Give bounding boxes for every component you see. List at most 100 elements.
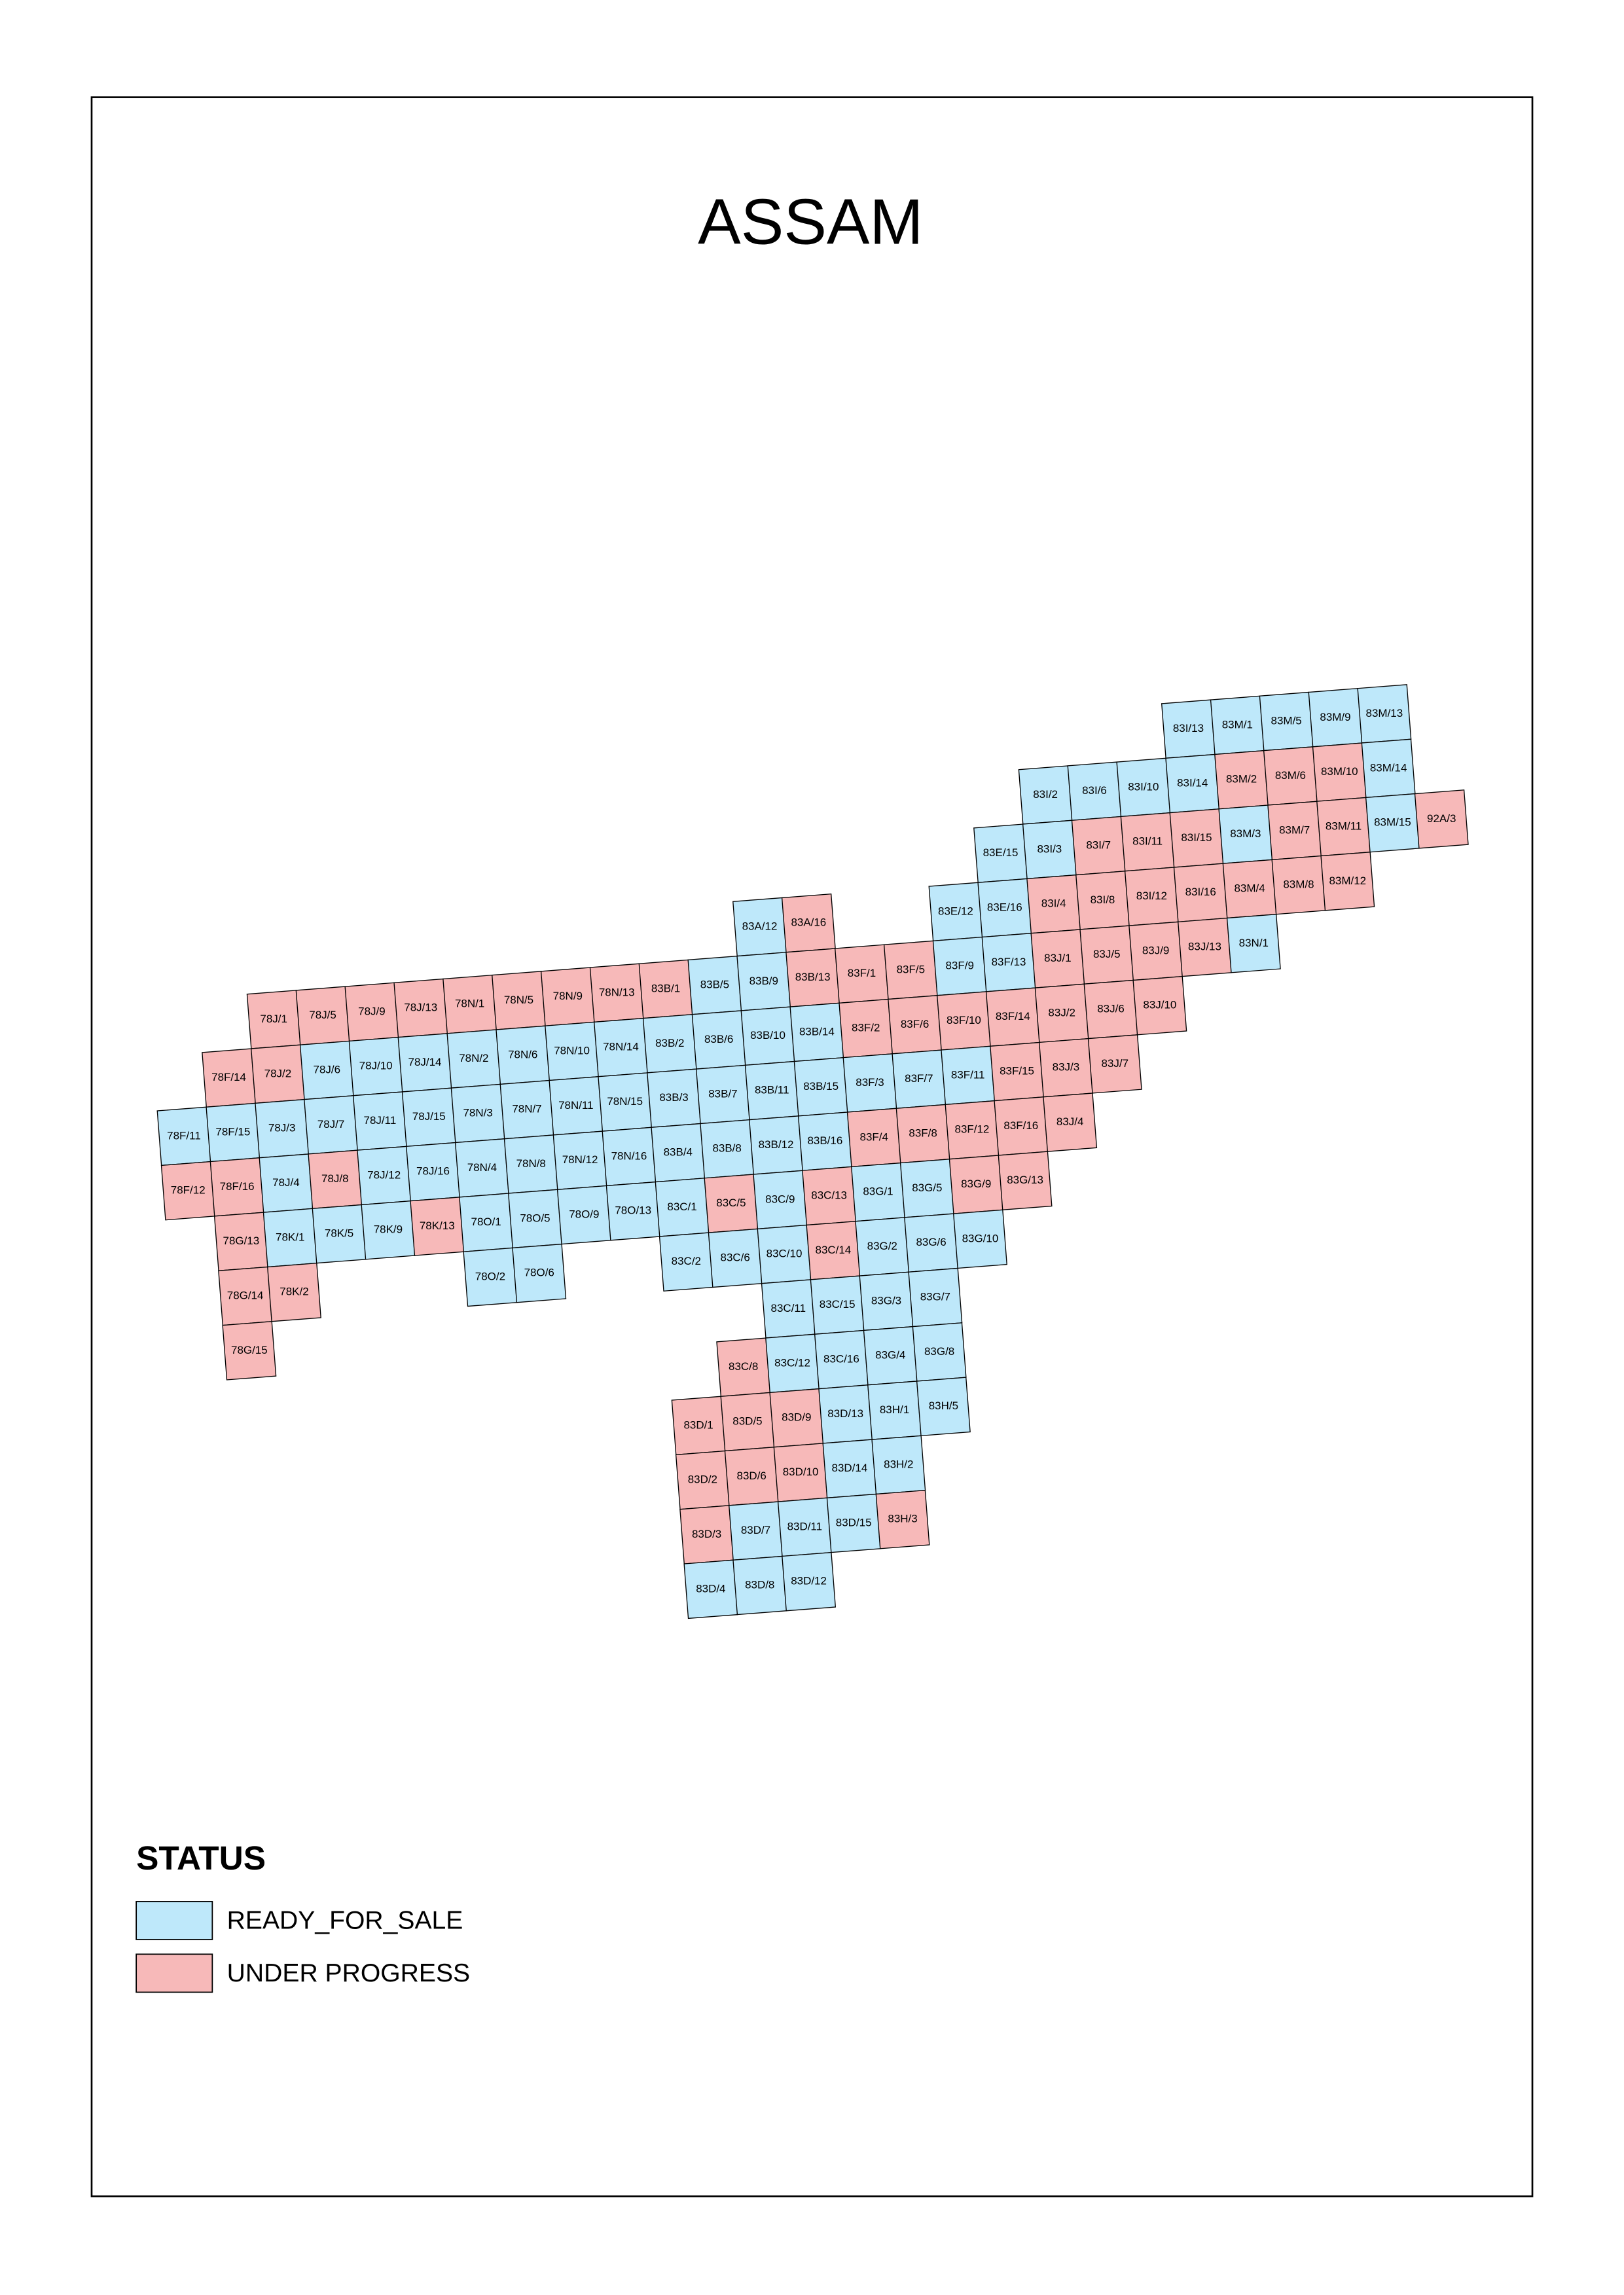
tile-labels: 83I/13 83M/1 83M/5 83M/9 83M/13 83I/2 83I/6 83I… [167, 707, 1456, 1595]
tile-label: 78K/1 [276, 1231, 304, 1243]
tile-label: 83C/9 [765, 1193, 795, 1205]
tile-label: 83B/12 [759, 1138, 794, 1151]
tile-label: 83J/3 [1053, 1061, 1080, 1074]
tile-label: 78F/12 [171, 1184, 206, 1197]
tile-label: 78J/3 [268, 1122, 296, 1134]
tile-label: 83D/15 [836, 1517, 872, 1529]
tile-label: 78F/16 [220, 1180, 255, 1193]
tile-label: 78O/2 [475, 1270, 505, 1282]
tile-label: 83H/1 [880, 1403, 909, 1416]
tile-label: 83F/12 [955, 1123, 990, 1136]
tile-label: 83D/5 [732, 1415, 762, 1427]
tile-label: 78J/15 [412, 1110, 446, 1123]
tile-label: 83C/14 [816, 1244, 852, 1256]
tile-label: 83B/16 [807, 1134, 842, 1147]
tile-label: 83G/8 [924, 1345, 954, 1358]
tile-label: 83M/5 [1271, 715, 1302, 727]
tile-label: 78K/9 [374, 1223, 403, 1236]
map-tile [1043, 1093, 1098, 1152]
legend-label: READY_FOR_SALE [227, 1907, 463, 1935]
tile-label: 83B/6 [704, 1033, 733, 1045]
tile-label: 78O/9 [569, 1208, 599, 1220]
tile-label: 83D/12 [791, 1575, 827, 1587]
legend-swatch [135, 1901, 213, 1940]
tile-label: 83F/3 [856, 1076, 884, 1089]
tile-label: 83J/10 [1143, 999, 1176, 1011]
tile-label: 83I/12 [1136, 890, 1167, 902]
tile-label: 78N/8 [516, 1157, 546, 1170]
frame [90, 96, 1534, 2197]
tile-label: 83G/13 [1007, 1174, 1043, 1186]
tile-label: 83H/3 [888, 1513, 917, 1525]
tile-label: 78O/1 [471, 1216, 501, 1228]
tile-label: 83D/10 [783, 1466, 819, 1478]
tile-label: 83F/10 [947, 1014, 981, 1026]
tile-label: 78N/1 [455, 998, 484, 1010]
tile-label: 83F/4 [860, 1130, 888, 1143]
tile-label: 83I/14 [1177, 777, 1208, 789]
tile-label: 83D/7 [741, 1524, 770, 1536]
tile-label: 83M/9 [1320, 711, 1350, 723]
tile-label: 78J/4 [272, 1176, 300, 1189]
tile-label: 83G/9 [961, 1178, 991, 1190]
tile-label: 83F/11 [951, 1068, 985, 1081]
tile-label: 83D/1 [683, 1419, 713, 1431]
tile-label: 83F/6 [901, 1018, 929, 1030]
tile-label: 83F/5 [897, 963, 925, 975]
tile-label: 83D/13 [827, 1407, 863, 1420]
tile-label: 83J/4 [1056, 1115, 1084, 1128]
tile-label: 83B/4 [664, 1146, 693, 1159]
tile-label: 83J/1 [1044, 952, 1072, 964]
tile-label: 78F/15 [215, 1125, 250, 1138]
tile-label: 83B/2 [655, 1037, 684, 1049]
tile-label: 83C/8 [729, 1360, 758, 1373]
tile-label: 83C/6 [721, 1251, 750, 1263]
tile-label: 83B/9 [749, 975, 778, 987]
tile-label: 83F/14 [996, 1010, 1030, 1022]
tile-label: 83M/13 [1366, 707, 1403, 719]
tile-label: 83B/7 [708, 1087, 737, 1100]
map-tile [998, 1151, 1053, 1210]
tile-label: 83I/10 [1128, 780, 1159, 793]
tile-grid: 83I/13 83M/1 83M/5 83M/9 83M/13 83I/2 83I/6 83I… [156, 684, 1469, 1619]
map-tile [1132, 975, 1187, 1036]
tile-label: 83D/8 [745, 1579, 774, 1591]
tile-label: 83B/15 [803, 1080, 839, 1093]
tile-label: 83E/15 [983, 846, 1019, 859]
tile-label: 83M/7 [1279, 823, 1310, 836]
tile-label: 83J/6 [1097, 1003, 1125, 1015]
tile-label: 83F/7 [905, 1072, 933, 1085]
tile-label: 83I/7 [1086, 839, 1111, 851]
tile-label: 83D/14 [832, 1462, 868, 1474]
tile-label: 83E/12 [938, 905, 973, 917]
tile-label: 78F/14 [211, 1071, 246, 1083]
tile-label: 83J/13 [1188, 941, 1221, 953]
tile-label: 83M/1 [1222, 718, 1253, 731]
tile-label: 83G/4 [875, 1349, 905, 1362]
tile-label: 78G/14 [227, 1290, 264, 1302]
tile-label: 83F/8 [909, 1127, 937, 1139]
tile-label: 83M/3 [1230, 827, 1261, 840]
tile-label: 78N/7 [512, 1103, 541, 1115]
map-tile [782, 1551, 837, 1612]
tile-label: 83B/14 [799, 1025, 835, 1038]
tile-label: 83I/2 [1033, 788, 1058, 801]
tile-label: 83J/2 [1048, 1006, 1075, 1019]
tile-label: 83B/11 [755, 1084, 789, 1096]
tile-label: 83C/2 [672, 1255, 701, 1267]
tile-label: 78G/13 [223, 1235, 260, 1247]
tile-label: 83B/1 [651, 982, 680, 994]
tile-label: 78J/16 [416, 1165, 450, 1178]
tile-label: 78K/13 [420, 1220, 455, 1232]
tile-label: 78J/6 [314, 1064, 341, 1076]
tile-label: 83A/16 [791, 916, 826, 929]
tile-label: 78N/5 [504, 994, 533, 1006]
tile-label: 83G/10 [962, 1232, 999, 1244]
tile-label: 83I/6 [1082, 784, 1107, 797]
tile-label: 83G/5 [912, 1182, 942, 1194]
tile-label: 78G/15 [231, 1344, 268, 1356]
map-tile [267, 1262, 321, 1322]
map-tile [875, 1489, 930, 1549]
